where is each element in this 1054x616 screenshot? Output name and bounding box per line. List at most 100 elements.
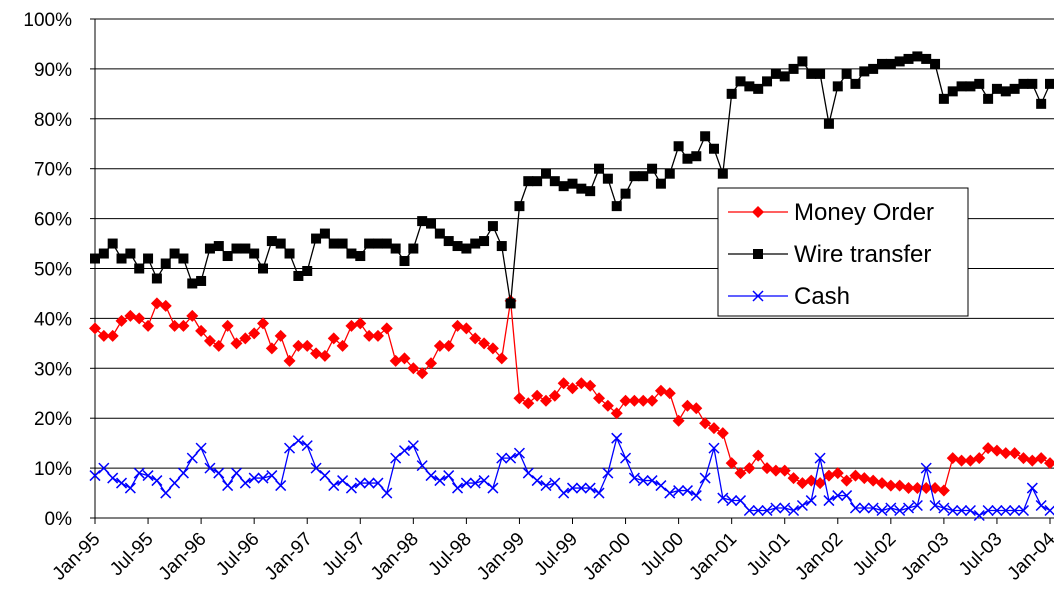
marker — [884, 479, 897, 492]
marker — [380, 322, 393, 335]
marker — [885, 58, 896, 69]
marker — [292, 435, 304, 447]
marker — [619, 394, 632, 407]
marker — [133, 312, 146, 325]
marker — [823, 118, 834, 129]
marker — [735, 76, 746, 87]
marker — [752, 206, 764, 218]
marker — [681, 485, 693, 497]
marker — [682, 153, 693, 164]
marker — [611, 201, 622, 212]
marker — [753, 249, 763, 259]
marker — [663, 387, 676, 400]
y-tick-label: 90% — [34, 60, 72, 81]
marker — [1018, 78, 1029, 89]
marker — [265, 342, 278, 355]
marker — [469, 477, 481, 489]
marker — [125, 248, 136, 259]
series — [89, 432, 1054, 522]
marker — [426, 218, 437, 229]
marker — [143, 253, 154, 264]
marker — [231, 243, 242, 254]
marker — [328, 238, 339, 249]
marker — [982, 504, 994, 517]
marker — [629, 171, 640, 182]
x-tick-label: Jul-98 — [424, 529, 475, 580]
marker — [964, 504, 976, 517]
marker — [814, 452, 826, 464]
marker — [417, 216, 428, 227]
marker — [991, 83, 1002, 94]
marker — [841, 490, 853, 502]
marker — [337, 475, 349, 487]
marker — [222, 251, 233, 262]
x-tick-label: Jul-99 — [531, 529, 582, 580]
marker — [98, 462, 110, 474]
marker — [849, 469, 862, 482]
marker — [133, 467, 145, 479]
marker — [815, 68, 826, 79]
marker — [761, 462, 774, 475]
marker — [983, 93, 994, 104]
x-tick-label: Jul-95 — [106, 529, 157, 580]
marker — [416, 367, 429, 380]
marker — [203, 334, 216, 347]
marker — [372, 477, 384, 489]
marker — [239, 332, 252, 345]
marker — [779, 71, 790, 82]
marker — [744, 81, 755, 92]
marker — [319, 228, 330, 239]
marker — [885, 502, 897, 514]
x-tick-label: Jan-04 — [1004, 528, 1054, 584]
marker — [106, 329, 119, 342]
marker — [381, 238, 392, 249]
marker — [283, 354, 296, 367]
marker — [540, 480, 552, 492]
marker — [169, 477, 181, 489]
marker — [894, 504, 906, 517]
marker — [902, 482, 915, 495]
marker — [974, 78, 985, 89]
marker — [363, 477, 375, 489]
marker — [575, 482, 587, 494]
marker — [1009, 504, 1021, 517]
marker — [248, 472, 260, 484]
marker — [602, 173, 613, 184]
marker — [539, 394, 552, 407]
marker — [452, 241, 463, 252]
marker — [655, 178, 666, 189]
marker — [107, 472, 119, 484]
marker — [876, 58, 887, 69]
marker — [240, 243, 251, 254]
marker — [770, 68, 781, 79]
marker — [938, 502, 950, 514]
marker — [549, 176, 560, 187]
marker — [647, 163, 658, 174]
marker — [345, 319, 358, 332]
marker — [230, 337, 243, 350]
marker — [513, 392, 526, 405]
marker — [867, 502, 879, 514]
marker — [151, 273, 162, 284]
marker — [196, 275, 207, 286]
marker — [90, 253, 100, 264]
marker — [858, 502, 870, 514]
marker — [832, 81, 843, 92]
series — [89, 294, 1054, 497]
marker — [654, 384, 667, 397]
marker — [107, 238, 118, 249]
marker — [814, 477, 827, 490]
marker — [372, 238, 383, 249]
marker — [708, 442, 720, 454]
series — [90, 51, 1054, 309]
marker — [363, 329, 376, 342]
marker — [911, 499, 923, 512]
marker — [956, 504, 968, 517]
y-tick-label: 10% — [34, 459, 72, 480]
marker — [311, 233, 322, 244]
marker — [124, 309, 137, 322]
marker — [249, 248, 260, 259]
marker — [947, 504, 959, 517]
x-tick-label: Jul-00 — [637, 529, 688, 580]
marker — [354, 477, 366, 489]
